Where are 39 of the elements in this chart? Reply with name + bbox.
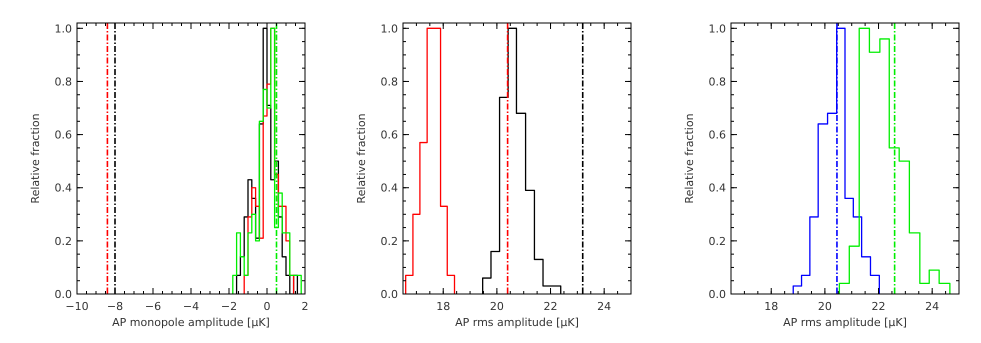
- y-tick-label: 0.6: [708, 128, 726, 142]
- x-tick-label: −8: [106, 300, 124, 313]
- y-tick-label: 0.6: [54, 128, 72, 142]
- y-tick-label: 0.6: [380, 128, 398, 142]
- y-tick-label: 1.0: [708, 22, 726, 36]
- y-axis-title: Relative fraction: [29, 113, 42, 204]
- x-tick-label: 18: [436, 300, 450, 313]
- y-tick-label: 1.0: [380, 22, 398, 36]
- y-tick-label: 0.0: [54, 288, 72, 301]
- x-tick-label: 20: [490, 300, 504, 313]
- y-axis-title: Relative fraction: [355, 113, 368, 204]
- x-tick-label: −10: [65, 300, 89, 313]
- y-tick-label: 0.2: [708, 234, 726, 248]
- y-tick-label: 0.4: [54, 182, 72, 195]
- x-tick-label: 0: [264, 300, 270, 313]
- x-tick-label: −6: [144, 300, 162, 313]
- y-tick-label: 0.4: [708, 182, 726, 195]
- x-tick-label: 22: [872, 300, 886, 313]
- y-tick-label: 0.8: [380, 75, 398, 88]
- y-tick-label: 0.4: [380, 182, 398, 195]
- x-tick-label: 2: [302, 300, 308, 313]
- x-axis-title: AP rms amplitude [μK]: [783, 316, 907, 329]
- y-tick-label: 0.8: [708, 75, 726, 88]
- x-axis-title: AP rms amplitude [μK]: [455, 316, 579, 329]
- x-tick-label: 22: [544, 300, 558, 313]
- y-axis-title: Relative fraction: [683, 113, 696, 204]
- x-tick-label: 24: [597, 300, 612, 313]
- y-tick-label: 0.2: [380, 234, 398, 248]
- x-tick-label: 24: [925, 300, 940, 313]
- y-tick-label: 0.0: [380, 288, 398, 301]
- x-axis-title: AP monopole amplitude [μK]: [112, 316, 270, 329]
- x-tick-label: −4: [182, 300, 200, 313]
- x-tick-label: 20: [818, 300, 832, 313]
- y-tick-label: 1.0: [54, 22, 72, 36]
- y-tick-label: 0.2: [54, 234, 72, 248]
- x-tick-label: −2: [220, 300, 238, 313]
- x-tick-label: 18: [764, 300, 778, 313]
- y-tick-label: 0.0: [708, 288, 726, 301]
- y-tick-label: 0.8: [54, 75, 72, 88]
